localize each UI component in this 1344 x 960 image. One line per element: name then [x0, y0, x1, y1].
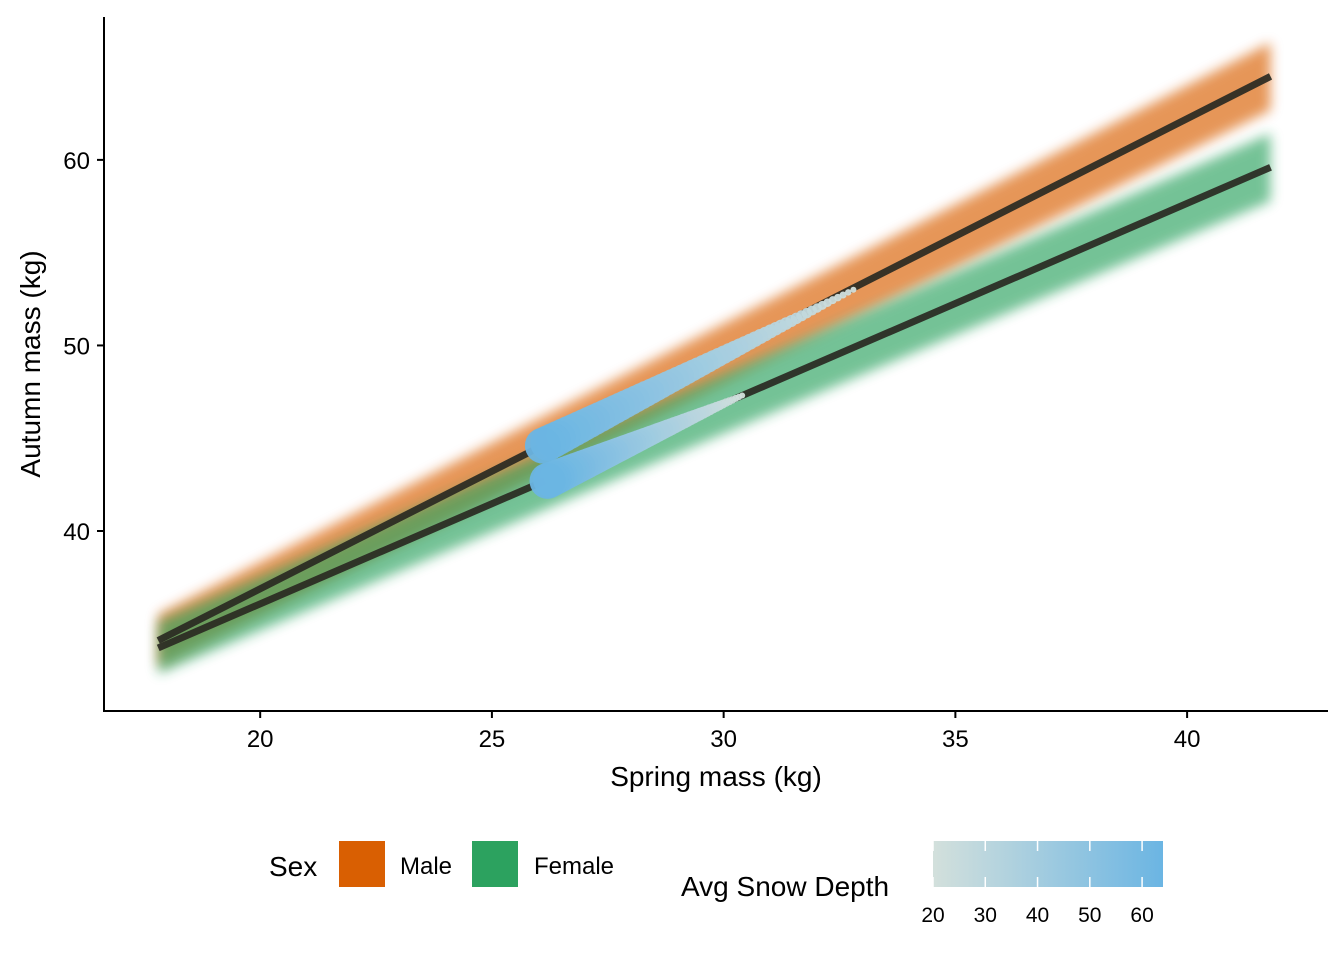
legend-swatch-male: [339, 841, 385, 887]
legend: Sex Male Female Avg Snow Depth 20 30 40 50 6…: [269, 841, 1163, 927]
x-tick-label: 25: [479, 726, 506, 753]
colorbar-tick-label: 20: [921, 904, 944, 927]
trajectories: [524, 286, 857, 499]
legend-label-female: Female: [534, 853, 614, 880]
x-tick-label: 20: [247, 726, 274, 753]
colorbar-tick-label: 40: [1026, 904, 1049, 927]
legend-sex-title: Sex: [269, 851, 317, 882]
trajectory-point: [850, 286, 857, 293]
colorbar-tick-label: 50: [1078, 904, 1101, 927]
y-ticks: 40 50 60: [63, 148, 104, 546]
y-axis-label: Autumn mass (kg): [15, 250, 46, 477]
x-tick-label: 30: [710, 726, 737, 753]
colorbar-ticks: 20 30 40 50 60: [921, 841, 1154, 927]
trajectory-point: [529, 462, 566, 499]
x-ticks: 20 25 30 35 40: [247, 711, 1201, 753]
x-axis-label: Spring mass (kg): [610, 761, 822, 792]
snow-colorbar: [933, 841, 1163, 887]
y-tick-label: 40: [63, 519, 90, 546]
legend-snow-title: Avg Snow Depth: [681, 871, 889, 902]
colorbar-tick-label: 60: [1130, 904, 1153, 927]
legend-swatch-female: [472, 841, 518, 887]
trajectory-point: [844, 289, 852, 296]
legend-label-male: Male: [400, 853, 452, 880]
x-tick-label: 35: [942, 726, 969, 753]
y-tick-label: 50: [63, 333, 90, 360]
trajectory-point: [524, 427, 561, 464]
y-tick-label: 60: [63, 148, 90, 175]
trajectory-male: [524, 286, 857, 464]
colorbar-tick-label: 30: [974, 904, 997, 927]
trajectory-female: [529, 392, 746, 499]
x-tick-label: 40: [1174, 726, 1201, 753]
